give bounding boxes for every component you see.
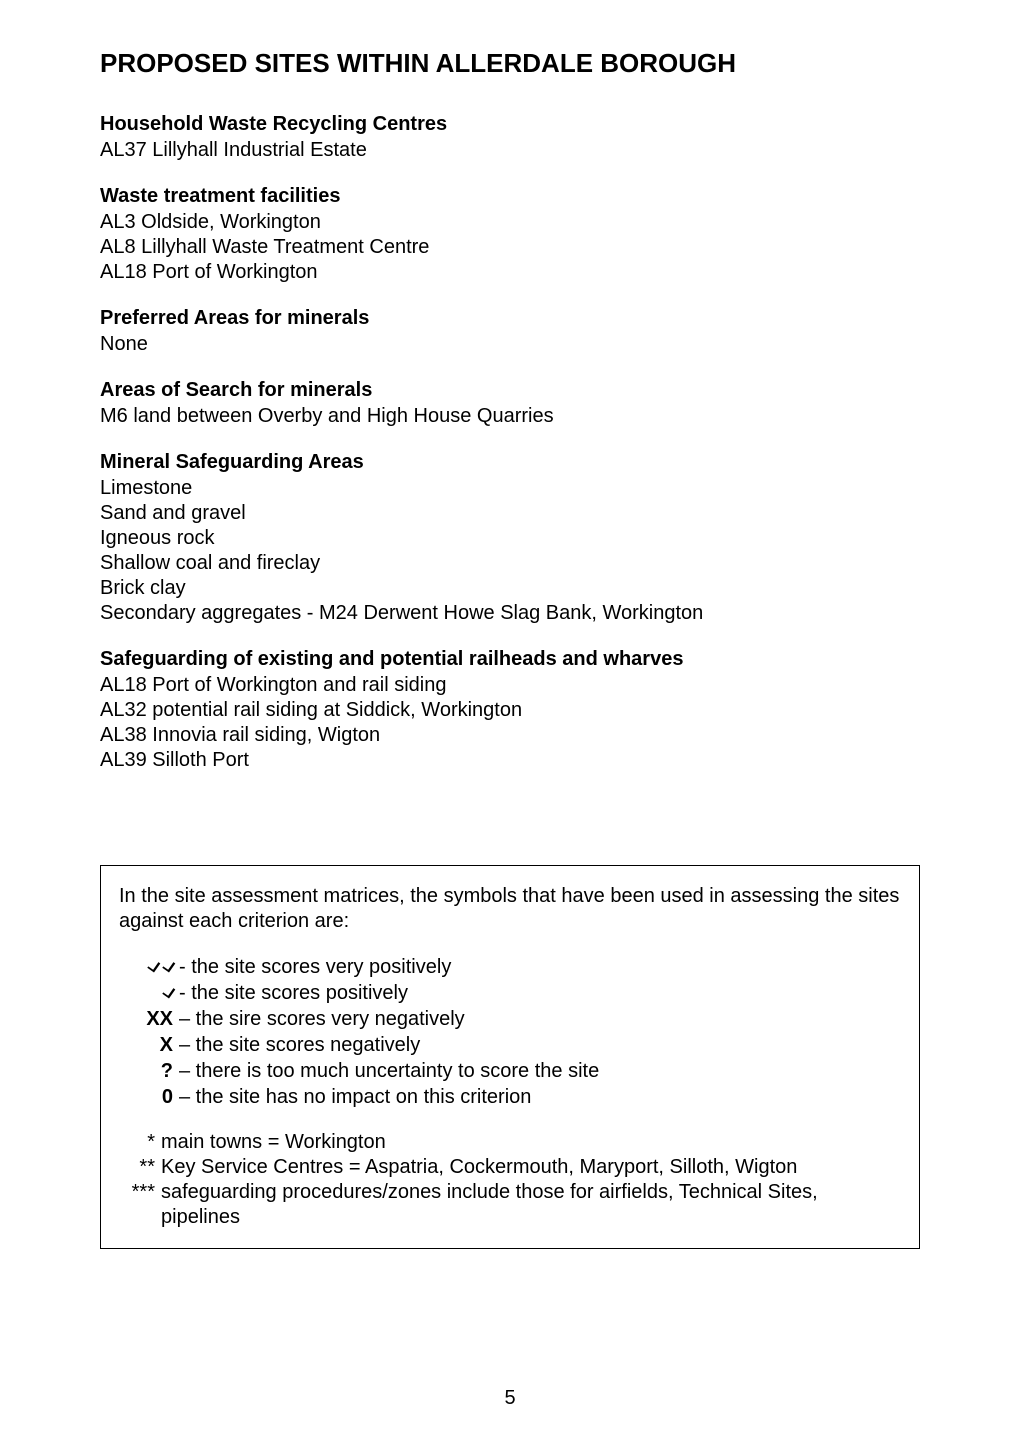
heading-preferred: Preferred Areas for minerals bbox=[100, 307, 920, 330]
item-wtf-2: AL18 Port of Workington bbox=[100, 260, 920, 285]
symbol-desc-3: – the site scores negatively bbox=[179, 1032, 901, 1058]
heading-safeguard: Safeguarding of existing and potential r… bbox=[100, 648, 920, 671]
heading-search: Areas of Search for minerals bbox=[100, 379, 920, 402]
symbol-desc-2: – the sire scores very negatively bbox=[179, 1006, 901, 1032]
note-text-2: safeguarding procedures/zones include th… bbox=[161, 1180, 901, 1230]
note-star-0: * bbox=[119, 1130, 161, 1155]
symbol-glyph-5: 0 bbox=[119, 1084, 179, 1110]
note-row-1: ** Key Service Centres = Aspatria, Cocke… bbox=[119, 1155, 901, 1180]
symbol-row-2: XX – the sire scores very negatively bbox=[119, 1006, 901, 1032]
item-preferred-0: None bbox=[100, 332, 920, 357]
page-number: 5 bbox=[0, 1387, 1020, 1410]
item-msa-5: Secondary aggregates - M24 Derwent Howe … bbox=[100, 601, 920, 626]
note-star-1: ** bbox=[119, 1155, 161, 1180]
symbol-row-3: X – the site scores negatively bbox=[119, 1032, 901, 1058]
item-search-0: M6 land between Overby and High House Qu… bbox=[100, 404, 920, 429]
symbol-glyph-2: XX bbox=[119, 1006, 179, 1032]
assessment-intro: In the site assessment matrices, the sym… bbox=[119, 884, 901, 934]
item-safeguard-3: AL39 Silloth Port bbox=[100, 748, 920, 773]
item-msa-0: Limestone bbox=[100, 476, 920, 501]
item-safeguard-0: AL18 Port of Workington and rail siding bbox=[100, 673, 920, 698]
note-row-0: * main towns = Workington bbox=[119, 1130, 901, 1155]
symbol-desc-5: – the site has no impact on this criteri… bbox=[179, 1084, 901, 1110]
symbol-desc-4: – there is too much uncertainty to score… bbox=[179, 1058, 901, 1084]
section-msa: Mineral Safeguarding Areas Limestone San… bbox=[100, 451, 920, 626]
heading-wtf: Waste treatment facilities bbox=[100, 185, 920, 208]
note-text-0: main towns = Workington bbox=[161, 1130, 901, 1155]
item-hwrc-0: AL37 Lillyhall Industrial Estate bbox=[100, 138, 920, 163]
section-safeguard: Safeguarding of existing and potential r… bbox=[100, 648, 920, 773]
section-hwrc: Household Waste Recycling Centres AL37 L… bbox=[100, 113, 920, 163]
item-safeguard-2: AL38 Innovia rail siding, Wigton bbox=[100, 723, 920, 748]
assessment-box: In the site assessment matrices, the sym… bbox=[100, 865, 920, 1249]
item-msa-3: Shallow coal and fireclay bbox=[100, 551, 920, 576]
symbol-row-4: ? – there is too much uncertainty to sco… bbox=[119, 1058, 901, 1084]
symbol-glyph-3: X bbox=[119, 1032, 179, 1058]
symbol-glyph-4: ? bbox=[119, 1058, 179, 1084]
item-wtf-1: AL8 Lillyhall Waste Treatment Centre bbox=[100, 235, 920, 260]
page-title: PROPOSED SITES WITHIN ALLERDALE BOROUGH bbox=[100, 48, 920, 79]
symbol-row-1: L - the site scores positively bbox=[119, 980, 901, 1006]
section-wtf: Waste treatment facilities AL3 Oldside, … bbox=[100, 185, 920, 285]
section-search: Areas of Search for minerals M6 land bet… bbox=[100, 379, 920, 429]
item-wtf-0: AL3 Oldside, Workington bbox=[100, 210, 920, 235]
item-msa-1: Sand and gravel bbox=[100, 501, 920, 526]
note-row-2: *** safeguarding procedures/zones includ… bbox=[119, 1180, 901, 1230]
symbol-row-0: L L - the site scores very positively bbox=[119, 954, 901, 980]
heading-msa: Mineral Safeguarding Areas bbox=[100, 451, 920, 474]
symbol-list: L L - the site scores very positively L … bbox=[119, 954, 901, 1110]
notes-list: * main towns = Workington ** Key Service… bbox=[119, 1130, 901, 1230]
note-text-1: Key Service Centres = Aspatria, Cockermo… bbox=[161, 1155, 901, 1180]
symbol-desc-0: - the site scores very positively bbox=[179, 954, 901, 980]
symbol-desc-1: - the site scores positively bbox=[179, 980, 901, 1006]
heading-hwrc: Household Waste Recycling Centres bbox=[100, 113, 920, 136]
item-safeguard-1: AL32 potential rail siding at Siddick, W… bbox=[100, 698, 920, 723]
section-preferred: Preferred Areas for minerals None bbox=[100, 307, 920, 357]
note-star-2: *** bbox=[119, 1180, 161, 1230]
item-msa-2: Igneous rock bbox=[100, 526, 920, 551]
symbol-glyph-0: L L bbox=[119, 954, 179, 980]
symbol-glyph-1: L bbox=[119, 980, 179, 1006]
symbol-row-5: 0 – the site has no impact on this crite… bbox=[119, 1084, 901, 1110]
item-msa-4: Brick clay bbox=[100, 576, 920, 601]
